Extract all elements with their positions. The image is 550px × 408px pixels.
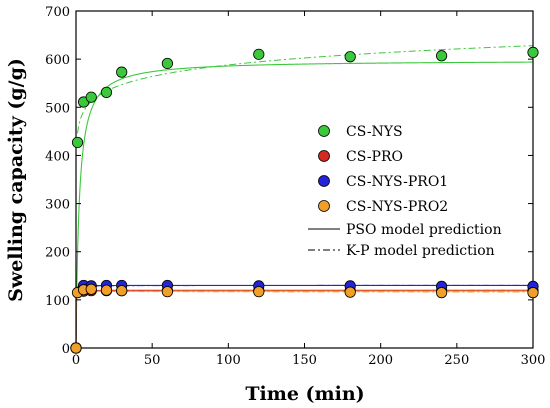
legend-label: PSO model prediction bbox=[346, 222, 502, 238]
data-point bbox=[116, 66, 128, 78]
legend-label: CS-NYS-PRO1 bbox=[346, 174, 448, 190]
data-point bbox=[344, 286, 356, 298]
y-axis-title: Swelling capacity (g/g) bbox=[5, 58, 27, 302]
data-point bbox=[253, 286, 265, 298]
legend-label: CS-NYS-PRO2 bbox=[346, 199, 448, 215]
y-tick-label: 400 bbox=[45, 149, 70, 164]
data-point bbox=[71, 136, 84, 149]
legend-label: K-P model prediction bbox=[346, 243, 495, 259]
legend-label: CS-PRO bbox=[346, 149, 403, 165]
legend-label: CS-NYS bbox=[346, 124, 403, 140]
data-point bbox=[527, 287, 539, 299]
legend-marker bbox=[318, 200, 330, 212]
legend-marker bbox=[318, 175, 330, 187]
y-tick-label: 200 bbox=[45, 246, 70, 261]
x-tick-label: 0 bbox=[72, 353, 80, 368]
plot-frame bbox=[75, 10, 534, 349]
x-tick-label: 50 bbox=[144, 353, 161, 368]
data-point bbox=[253, 48, 265, 60]
x-tick-label: 200 bbox=[368, 353, 393, 368]
pso-fit-line bbox=[75, 61, 533, 349]
y-tick-label: 100 bbox=[45, 294, 70, 309]
kp-fit-line bbox=[77, 284, 533, 287]
legend-marker bbox=[318, 150, 330, 162]
data-point bbox=[435, 50, 448, 62]
data-point bbox=[116, 285, 128, 297]
data-point bbox=[100, 284, 113, 296]
data-point bbox=[85, 283, 97, 295]
data-points bbox=[70, 46, 539, 354]
data-point bbox=[100, 86, 113, 98]
model-fit-lines bbox=[75, 45, 534, 349]
data-point bbox=[85, 91, 97, 103]
data-point bbox=[527, 46, 539, 59]
y-tick-label: 600 bbox=[45, 53, 70, 68]
x-tick-label: 250 bbox=[444, 353, 469, 368]
data-point bbox=[344, 51, 356, 63]
x-tick-label: 100 bbox=[216, 353, 241, 368]
y-tick-label: 700 bbox=[45, 5, 70, 20]
legend-marker bbox=[318, 125, 330, 137]
data-point bbox=[435, 287, 448, 299]
kp-fit-line bbox=[77, 45, 534, 134]
y-tick-label: 0 bbox=[62, 342, 70, 357]
axes: 0 50 100 150 200 250 300 0 100 200 300 400 500 600 700 bbox=[45, 5, 545, 368]
kp-fit-line bbox=[77, 290, 533, 293]
x-axis-title: Time (min) bbox=[245, 383, 364, 405]
data-point bbox=[70, 342, 82, 354]
pso-fit-line bbox=[75, 289, 533, 349]
legend: CS-NYS CS-PRO CS-NYS-PRO1 CS-NYS-PRO2 PSO mo… bbox=[308, 124, 502, 259]
y-tick-label: 500 bbox=[45, 101, 70, 116]
y-tick-label: 300 bbox=[45, 198, 70, 213]
data-point bbox=[161, 286, 173, 298]
pso-fit-line bbox=[75, 290, 533, 349]
x-tick-label: 300 bbox=[521, 353, 546, 368]
data-point bbox=[161, 57, 173, 70]
x-tick-label: 150 bbox=[292, 353, 317, 368]
pso-fit-line bbox=[75, 284, 533, 349]
